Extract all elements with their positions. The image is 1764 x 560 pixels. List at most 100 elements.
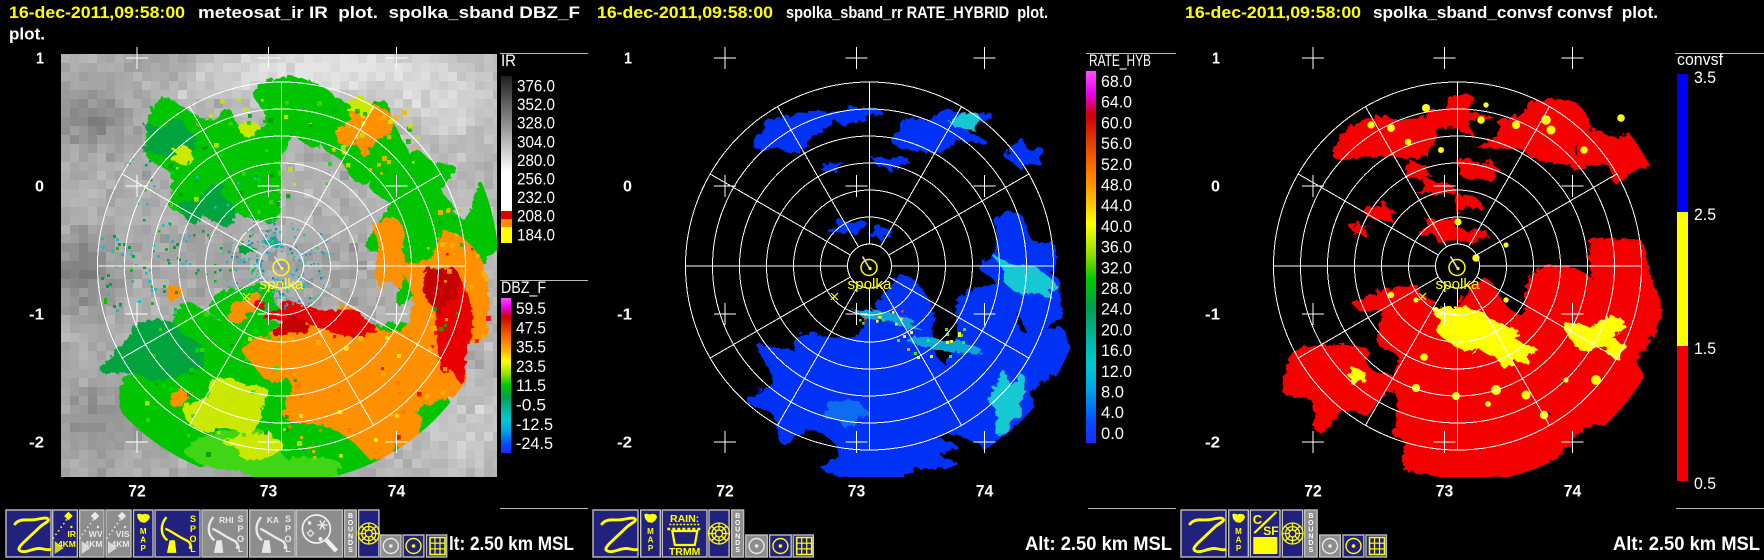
svg-text:S: S — [735, 547, 740, 554]
svg-text:L: L — [190, 544, 196, 554]
svg-text:4.0: 4.0 — [1101, 403, 1124, 422]
svg-text:-2: -2 — [617, 435, 632, 452]
svg-text:U: U — [735, 527, 740, 534]
svg-text:73: 73 — [260, 482, 278, 501]
svg-text:328.0: 328.0 — [517, 114, 555, 133]
svg-text:VIS: VIS — [116, 529, 130, 539]
svg-text:20.0: 20.0 — [1101, 320, 1132, 339]
svg-text:P: P — [141, 544, 147, 553]
svg-text:M: M — [140, 527, 147, 536]
svg-text:M: M — [647, 527, 654, 536]
svg-text:IR: IR — [501, 51, 516, 70]
svg-text:60.0: 60.0 — [1101, 113, 1132, 132]
svg-text:3.5: 3.5 — [1694, 68, 1716, 87]
svg-text:4KM: 4KM — [85, 539, 103, 549]
svg-text:47.5: 47.5 — [516, 318, 546, 337]
svg-text:-1: -1 — [29, 307, 44, 324]
svg-text:68.0: 68.0 — [1101, 72, 1132, 91]
svg-text:KA: KA — [267, 515, 279, 525]
svg-text:convsf: convsf — [1677, 50, 1723, 69]
svg-text:8.0: 8.0 — [1101, 383, 1124, 402]
svg-text:S: S — [285, 514, 291, 524]
svg-text:N: N — [348, 533, 353, 540]
svg-text:73: 73 — [848, 482, 866, 501]
svg-text:-12.5: -12.5 — [516, 415, 553, 434]
svg-text:32.0: 32.0 — [1101, 258, 1132, 277]
svg-text:-0.5: -0.5 — [516, 396, 546, 415]
svg-text:S: S — [1309, 547, 1314, 554]
svg-text:24.0: 24.0 — [1101, 300, 1132, 319]
svg-text:RHI: RHI — [219, 515, 234, 525]
svg-text:O: O — [284, 534, 291, 544]
svg-text:P: P — [190, 524, 196, 534]
svg-text:spolka: spolka — [1436, 276, 1481, 293]
svg-text:28.0: 28.0 — [1101, 279, 1132, 298]
svg-text:73: 73 — [1436, 482, 1454, 501]
svg-text:spolka_sband_rr RATE_HYBRID p: spolka_sband_rr RATE_HYBRID plot. — [786, 3, 1048, 22]
svg-text:L: L — [285, 544, 291, 554]
svg-text:P: P — [1236, 544, 1242, 553]
svg-text:16-dec-2011,09:58:00: 16-dec-2011,09:58:00 — [1185, 3, 1361, 22]
svg-text:O: O — [735, 520, 741, 527]
svg-text:SF: SF — [1263, 524, 1278, 538]
svg-text:23.5: 23.5 — [516, 357, 546, 376]
svg-text:P: P — [648, 544, 654, 553]
svg-text:35.5: 35.5 — [516, 338, 546, 357]
svg-text:0: 0 — [623, 179, 632, 196]
svg-text:B: B — [735, 513, 740, 520]
svg-text:0: 0 — [35, 179, 44, 196]
svg-text:16-dec-2011,09:58:00: 16-dec-2011,09:58:00 — [597, 3, 773, 22]
svg-text:M: M — [1235, 527, 1242, 536]
svg-text:4KM: 4KM — [58, 539, 76, 549]
svg-text:-2: -2 — [1205, 435, 1220, 452]
svg-text:0.5: 0.5 — [1694, 474, 1716, 493]
svg-text:304.0: 304.0 — [517, 132, 555, 151]
svg-text:O: O — [348, 520, 354, 527]
svg-text:S: S — [190, 514, 196, 524]
svg-text:4KM: 4KM — [112, 539, 130, 549]
svg-text:1: 1 — [36, 51, 44, 68]
svg-text:B: B — [348, 513, 353, 520]
svg-text:P: P — [237, 524, 243, 534]
svg-text:0: 0 — [1211, 179, 1220, 196]
svg-text:meteosat_ir IR plot. spolka_: meteosat_ir IR plot. spolka_sband DBZ_F — [198, 3, 580, 22]
svg-text:256.0: 256.0 — [517, 170, 555, 189]
svg-text:44.0: 44.0 — [1101, 196, 1132, 215]
svg-text:376.0: 376.0 — [517, 77, 555, 96]
svg-text:0.0: 0.0 — [1101, 424, 1124, 443]
svg-text:184.0: 184.0 — [517, 225, 555, 244]
svg-text:U: U — [348, 527, 353, 534]
svg-text:52.0: 52.0 — [1101, 155, 1132, 174]
svg-text:S: S — [348, 547, 353, 554]
svg-text:S: S — [237, 514, 243, 524]
svg-text:WV: WV — [89, 529, 103, 539]
svg-text:64.0: 64.0 — [1101, 93, 1132, 112]
svg-text:L: L — [238, 544, 244, 554]
svg-text:O: O — [189, 534, 196, 544]
svg-text:352.0: 352.0 — [517, 95, 555, 114]
svg-text:208.0: 208.0 — [517, 207, 555, 226]
svg-text:Alt: 2.50 km MSL: Alt: 2.50 km MSL — [1025, 533, 1172, 555]
svg-text:74: 74 — [388, 482, 406, 501]
svg-text:D: D — [735, 540, 740, 547]
svg-text:12.0: 12.0 — [1101, 362, 1132, 381]
svg-text:plot.: plot. — [9, 25, 45, 44]
svg-text:spolka: spolka — [260, 276, 305, 293]
svg-text:spolka_sband_convsf convsf pl: spolka_sband_convsf convsf plot. — [1373, 3, 1658, 22]
svg-text:-24.5: -24.5 — [516, 434, 553, 453]
svg-text:O: O — [1308, 520, 1314, 527]
svg-text:IR: IR — [67, 529, 76, 539]
svg-text:TRMM: TRMM — [669, 546, 701, 558]
svg-text:spolka: spolka — [848, 276, 893, 293]
svg-text:A: A — [648, 536, 654, 545]
svg-text:Alt: 2.50 km MSL: Alt: 2.50 km MSL — [1613, 533, 1760, 555]
svg-text:1: 1 — [1212, 51, 1220, 68]
svg-text:36.0: 36.0 — [1101, 238, 1132, 257]
svg-text:O: O — [237, 534, 244, 544]
svg-text:74: 74 — [976, 482, 994, 501]
svg-text:72: 72 — [1304, 482, 1322, 501]
svg-text:-2: -2 — [29, 435, 44, 452]
svg-text:59.5: 59.5 — [516, 299, 546, 318]
svg-text:16-dec-2011,09:58:00: 16-dec-2011,09:58:00 — [9, 3, 185, 22]
svg-text:P: P — [285, 524, 291, 534]
